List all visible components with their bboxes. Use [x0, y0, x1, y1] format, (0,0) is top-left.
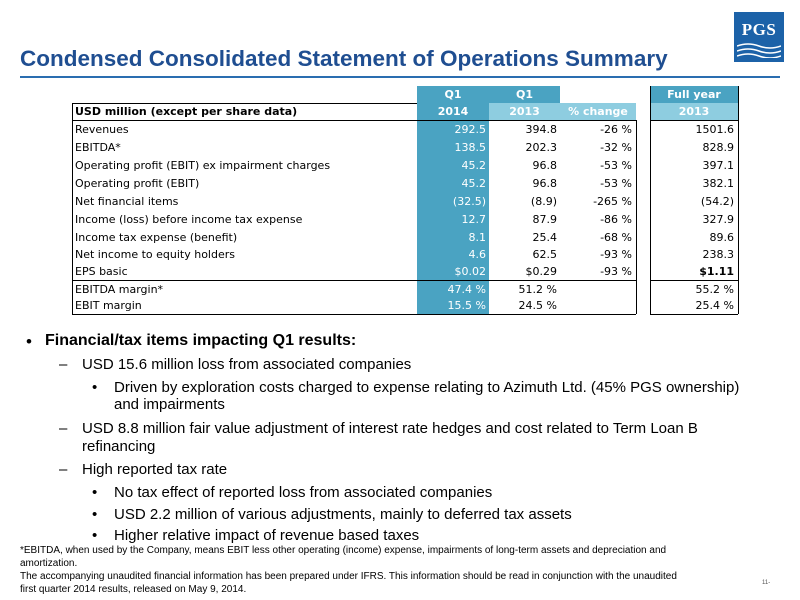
bullet-dot: • — [92, 527, 98, 544]
bullet-sub3: High reported tax rate — [82, 461, 228, 478]
col-fy-2013-bottom: 2013 — [678, 105, 710, 118]
bullet-heading: Financial/tax items impacting Q1 results… — [45, 332, 357, 349]
footnote-line1: *EBITDA, when used by the Company, means… — [20, 545, 667, 556]
bullet-sub3a: No tax effect of reported loss from asso… — [114, 484, 493, 501]
col-q1-2014-bottom: 2014 — [437, 105, 469, 118]
bullet-sub1: USD 15.6 million loss from associated co… — [82, 356, 412, 373]
page-number: 11- — [762, 580, 771, 586]
bullet-dash: – — [59, 420, 68, 437]
col-change: % change — [568, 105, 628, 118]
bullet-dot: • — [26, 332, 32, 351]
col-q1-2014-top: Q1 — [444, 88, 462, 101]
footnote-line4: first quarter 2014 results, released on … — [20, 584, 247, 595]
bullet-sub3c: Higher relative impact of revenue based … — [114, 527, 420, 544]
bullet-dot: • — [92, 379, 98, 396]
col-q1-2013-bottom: 2013 — [509, 105, 540, 118]
bullet-sub3b: USD 2.2 million of various adjustments, … — [114, 506, 572, 523]
pgs-logo: PGS — [734, 12, 784, 62]
col-fy-2013-top: Full year — [667, 88, 721, 101]
row-header-label: USD million (except per share data) — [75, 105, 298, 118]
page-title: Condensed Consolidated Statement of Oper… — [20, 46, 668, 71]
col-q1-2013-top: Q1 — [515, 88, 533, 101]
bullet-sub2-line2: refinancing — [82, 438, 156, 455]
wave-icon — [737, 43, 781, 58]
title-underline — [20, 76, 780, 78]
footnote-line2: amortization. — [20, 558, 78, 569]
bullet-sub2-line1: USD 8.8 million fair value adjustment of… — [82, 420, 698, 437]
footnote-line3: The accompanying unaudited financial inf… — [20, 571, 677, 582]
bullet-dash: – — [59, 461, 68, 478]
bullet-dot: • — [92, 484, 98, 501]
operations-summary-table: Q1 2014 Q1 2013 % change Full year 2013 … — [72, 86, 739, 315]
bullet-sub1a-line2: and impairments — [114, 396, 225, 413]
bullet-dot: • — [92, 506, 98, 523]
bullet-dash: – — [59, 356, 68, 373]
bullet-sub1a-line1: Driven by exploration costs charged to e… — [114, 379, 740, 396]
